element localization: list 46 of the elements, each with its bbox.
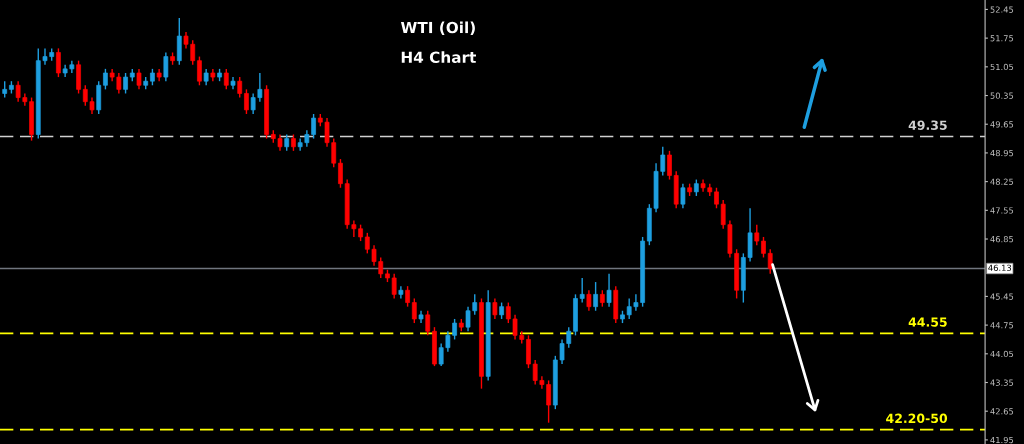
ref-line-label: 44.55 (908, 317, 947, 327)
candlestick (714, 187, 719, 209)
candlestick (593, 281, 598, 312)
candlestick (405, 285, 410, 308)
candlestick (586, 289, 592, 312)
text: 48.25 (990, 178, 1014, 185)
text: 51.75 (990, 35, 1014, 42)
text: 46.85 (990, 235, 1014, 243)
candlestick (237, 76, 243, 99)
text: 47.55 (990, 207, 1014, 214)
text: 42.65 (990, 408, 1014, 415)
text: 41.95 (990, 436, 1014, 444)
candlestick (391, 273, 397, 300)
text: H4 Chart (401, 51, 476, 64)
text: 49.65 (990, 121, 1014, 128)
ref-line-label: 49.35 (908, 120, 947, 130)
candlestick (163, 51, 169, 82)
candlestick (425, 310, 431, 337)
text: 43.35 (990, 379, 1014, 386)
candlestick (492, 297, 498, 320)
candlestick (761, 236, 766, 259)
text: 44.75 (990, 322, 1014, 329)
candlestick (606, 273, 612, 308)
candlestick (411, 297, 417, 324)
candlestick (767, 248, 773, 275)
text: 51.05 (990, 63, 1014, 71)
candlestick (754, 223, 760, 246)
text: 44.05 (990, 350, 1014, 358)
candlestick (56, 47, 61, 78)
candlestick (667, 150, 672, 181)
candlestick (136, 68, 142, 91)
candlestick (223, 68, 229, 91)
text: WTI (Oil) (400, 21, 475, 36)
candlestick (338, 158, 343, 189)
text: 50.35 (990, 92, 1014, 99)
text: 52.45 (990, 6, 1014, 13)
text: 48.95 (990, 149, 1014, 157)
ref-line-label: 46.13 (988, 264, 1012, 271)
candlestick (680, 182, 686, 209)
candlestick (103, 68, 108, 91)
candlestick (197, 55, 202, 86)
candlestick (579, 277, 585, 304)
candlestick (123, 72, 128, 95)
candlestick (244, 88, 249, 115)
ref-line-label: 42.20-50 (886, 413, 948, 424)
text: 45.45 (990, 293, 1014, 300)
